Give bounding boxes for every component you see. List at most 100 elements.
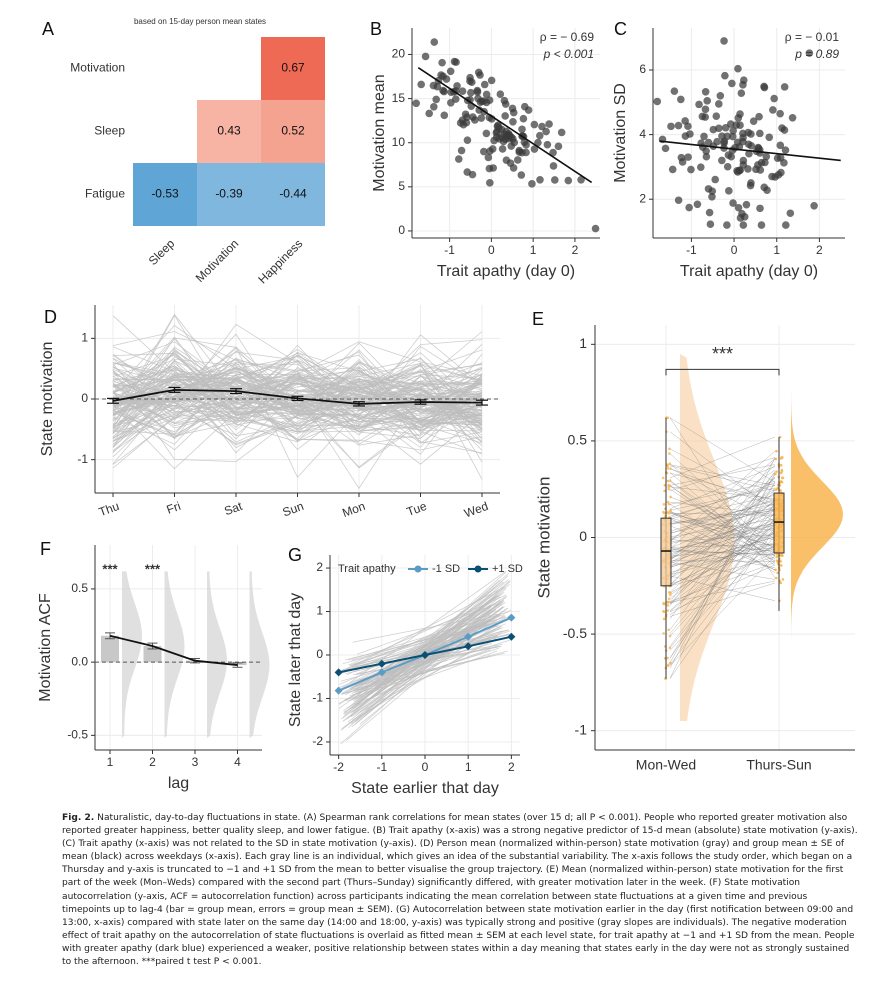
panel-C-point <box>781 146 790 154</box>
panel-E-pair-line <box>669 504 776 604</box>
panel-B-point <box>463 113 471 122</box>
panel-E-pair-line <box>669 489 776 568</box>
panel-B-point <box>502 156 511 164</box>
panel-B-point <box>530 120 539 129</box>
panel-B-point <box>482 90 491 99</box>
panel-E-pair-line <box>669 463 776 553</box>
panel-D-individual-line <box>112 339 483 451</box>
panel-E-pair-line <box>669 436 776 479</box>
heatmap-row-label-1: Sleep <box>94 124 125 138</box>
panel-G-xtick-label-3: 1 <box>465 760 472 774</box>
panel-C-point <box>653 97 662 106</box>
panel-G-individual-slope <box>350 652 505 691</box>
panel-E-point-left <box>667 512 671 515</box>
heatmap-cell-5 <box>261 163 325 226</box>
panel-C-point <box>668 165 677 174</box>
heatmap-subtitle: based on 15-day person mean states <box>134 17 266 26</box>
panel-E-point-left <box>666 604 670 607</box>
panel-E-point-left <box>666 464 670 468</box>
panel-E-box-1 <box>773 492 785 554</box>
panel-E-point-left <box>667 663 670 667</box>
heatmap-row-label-2: Fatigue <box>85 187 125 201</box>
panel-E-point-left <box>666 416 670 420</box>
panel-E-pair-line <box>669 530 776 587</box>
panel-E-point-right <box>775 449 778 453</box>
panel-label-F: F <box>40 539 51 559</box>
panel-C-point <box>723 132 732 141</box>
panel-D-individual-line <box>112 323 483 431</box>
panel-E-point-left <box>668 462 672 466</box>
panel-F-xtick-label-3: 4 <box>234 755 241 769</box>
panel-C-point <box>677 95 685 104</box>
panel-C-ylabel: Motivation SD <box>612 83 629 183</box>
panel-B-point <box>467 88 475 97</box>
panel-E-point-left <box>663 489 666 493</box>
panel-E-ytick-label-4: 1 <box>579 335 587 351</box>
panel-E-ytick-label-2: 0 <box>579 528 587 544</box>
panel-G-legend-label-1: +1 SD <box>492 563 523 575</box>
panel-B-point <box>454 155 463 163</box>
panel-F-ytick-label-1: 0.0 <box>71 654 88 668</box>
panel-B-point <box>487 76 496 85</box>
panel-D-xtick-label-1: Fri <box>165 499 183 517</box>
panel-D-individual-line <box>112 351 483 422</box>
panel-G-legend-marker-0 <box>414 565 422 573</box>
panel-D-individual-line <box>112 360 483 440</box>
panel-E-point-left <box>663 484 667 487</box>
panel-C-point <box>726 120 735 128</box>
panel-E-point-right <box>774 457 778 461</box>
panel-label-C: C <box>614 19 627 39</box>
panel-C-point <box>739 129 747 138</box>
panel-C-point <box>776 109 784 118</box>
panel-E-pair-line <box>669 511 776 659</box>
panel-E-pair-line <box>669 527 776 665</box>
panel-E-pair-line <box>669 524 776 559</box>
panel-E-point-left <box>666 609 670 612</box>
panel-B-point <box>508 104 517 113</box>
panel-B-point <box>480 80 489 89</box>
panel-C-point <box>674 196 683 205</box>
panel-label-D: D <box>44 307 57 327</box>
panel-B-point <box>501 112 509 120</box>
panel-D-ylabel: State motivation <box>39 342 56 457</box>
panel-E-pair-line <box>669 580 776 603</box>
panel-D-individual-line <box>112 352 483 422</box>
panel-C-point <box>698 143 707 151</box>
heatmap-col-label-0: Sleep <box>146 236 178 268</box>
panel-C-point <box>703 97 712 105</box>
panel-B-point <box>557 128 566 137</box>
panel-C-xtick-label-2: 1 <box>773 243 780 257</box>
panel-C-point <box>747 130 755 138</box>
panel-B-point <box>549 148 557 157</box>
panel-F-mean-line <box>109 634 238 666</box>
panel-C-point <box>780 159 788 167</box>
panel-G-ytick-label-2: 0 <box>316 647 323 661</box>
panel-B-point <box>412 99 420 108</box>
panel-D-ytick-label-2: 1 <box>81 331 88 345</box>
panel-D-xtick-label-0: Thu <box>97 499 121 519</box>
panel-E-point-left <box>667 502 671 506</box>
panel-B-point <box>463 168 472 176</box>
panel-E-pair-line <box>669 495 776 520</box>
panel-C-point <box>715 100 723 108</box>
panel-E-pair-line <box>669 457 776 492</box>
panel-D-individual-line <box>112 324 483 408</box>
panel-C-point <box>761 158 769 167</box>
panel-B-point <box>496 90 505 99</box>
panel-E-point-left <box>668 452 671 455</box>
panel-E-density-left <box>680 353 735 722</box>
panel-E-point-right <box>779 560 782 563</box>
panel-E-pair-line <box>669 431 776 512</box>
panel-E-point-left <box>662 632 665 635</box>
panel-C-point <box>701 87 710 96</box>
panel-G-ytick-label-4: 2 <box>316 560 323 574</box>
panel-G-xtick-label-2: 0 <box>422 760 429 774</box>
panel-D-ytick-label-0: -1 <box>77 452 88 466</box>
panel-E-point-left <box>668 646 672 650</box>
panel-C-point <box>780 126 789 134</box>
panel-B-point <box>417 80 426 89</box>
panel-G-individual-slope <box>344 623 499 728</box>
panel-C-point <box>774 171 783 179</box>
panel-C-point <box>786 209 795 218</box>
panel-B-point <box>509 164 518 172</box>
